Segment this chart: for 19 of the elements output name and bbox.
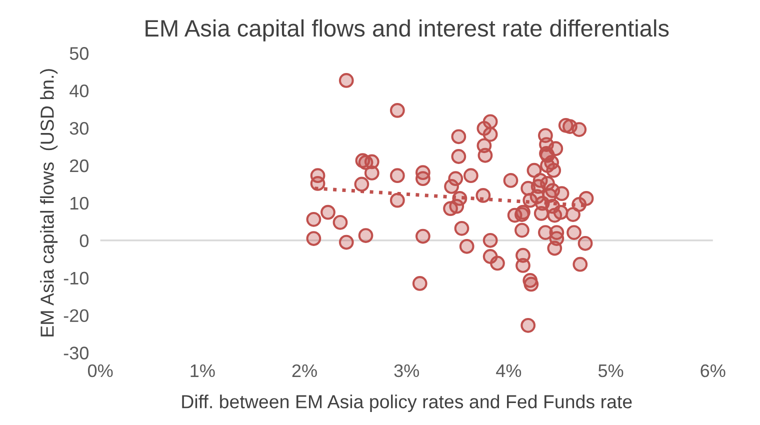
y-tick-label: -10 bbox=[64, 272, 89, 285]
y-axis-title: EM Asia capital flows (USD bn.) bbox=[40, 69, 58, 336]
y-tick-label: 20 bbox=[70, 159, 89, 172]
x-tick-label: 2% bbox=[292, 364, 317, 378]
chart-title: EM Asia capital flows and interest rate differentials bbox=[146, 19, 669, 42]
x-axis-title: Diff. between EM Asia policy rates and Fed Funds rate bbox=[182, 394, 632, 412]
x-tick-label: 1% bbox=[190, 364, 215, 378]
y-tick-label: 0 bbox=[80, 234, 89, 248]
y-tick-label: -30 bbox=[64, 346, 89, 360]
y-tick-label: -20 bbox=[64, 309, 89, 322]
x-tick-label: 0% bbox=[88, 364, 113, 378]
x-tick-label: 4% bbox=[496, 364, 522, 378]
x-tick-label: 6% bbox=[700, 364, 726, 378]
y-tick-label: 50 bbox=[70, 47, 89, 60]
x-tick-label: 3% bbox=[394, 364, 420, 378]
y-tick-label: 40 bbox=[70, 84, 89, 98]
x-tick-label: 5% bbox=[598, 364, 624, 378]
y-tick-label: 10 bbox=[70, 196, 89, 210]
y-tick-label: 30 bbox=[70, 122, 89, 135]
